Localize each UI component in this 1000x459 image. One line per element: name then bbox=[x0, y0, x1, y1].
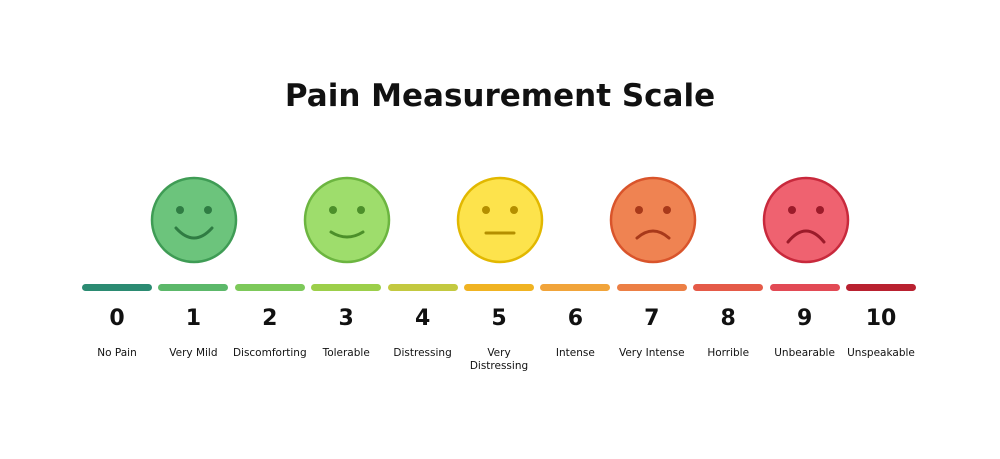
level-label: Unspeakable bbox=[847, 347, 915, 359]
scale-segment bbox=[769, 284, 840, 291]
level-label: Tolerable bbox=[322, 347, 370, 359]
scale-segment bbox=[540, 284, 611, 291]
scale-segment bbox=[311, 284, 382, 291]
level-number: 3 bbox=[338, 306, 354, 331]
level-number: 5 bbox=[491, 306, 507, 331]
level-number: 1 bbox=[185, 306, 202, 331]
scale-segment bbox=[616, 284, 687, 291]
level-label: Intense bbox=[555, 347, 595, 359]
scale-segment bbox=[82, 284, 152, 291]
level-number: 9 bbox=[796, 306, 813, 331]
level-number: 2 bbox=[262, 306, 278, 331]
level-label: Distressing bbox=[393, 347, 452, 359]
level-label: Discomforting bbox=[232, 347, 307, 359]
face-neutral bbox=[456, 176, 544, 264]
level-number: 7 bbox=[644, 306, 660, 331]
scale-segment bbox=[846, 284, 916, 291]
title: Pain Measurement Scale bbox=[284, 78, 716, 114]
scale-segment bbox=[387, 284, 458, 291]
scale-segment bbox=[693, 284, 764, 291]
face-very-happy bbox=[150, 176, 238, 264]
level-number: 6 bbox=[567, 306, 584, 331]
level-label: Very Distressing bbox=[469, 347, 529, 372]
level-label: Horrible bbox=[707, 347, 750, 359]
scale-segment bbox=[158, 284, 229, 291]
face-happy bbox=[303, 176, 391, 264]
face-sad bbox=[609, 176, 697, 264]
scale-segment bbox=[234, 284, 305, 291]
level-label: Unbearable bbox=[774, 347, 835, 359]
scale-segment bbox=[464, 284, 534, 291]
level-number: 8 bbox=[720, 306, 736, 331]
level-number: 10 bbox=[865, 306, 897, 331]
level-label: Very Intense bbox=[618, 347, 685, 359]
face-very-sad bbox=[762, 176, 850, 264]
level-number: 0 bbox=[109, 306, 125, 331]
level-label: No Pain bbox=[97, 347, 137, 359]
level-label: Very Mild bbox=[169, 347, 218, 359]
level-number: 4 bbox=[414, 306, 431, 331]
